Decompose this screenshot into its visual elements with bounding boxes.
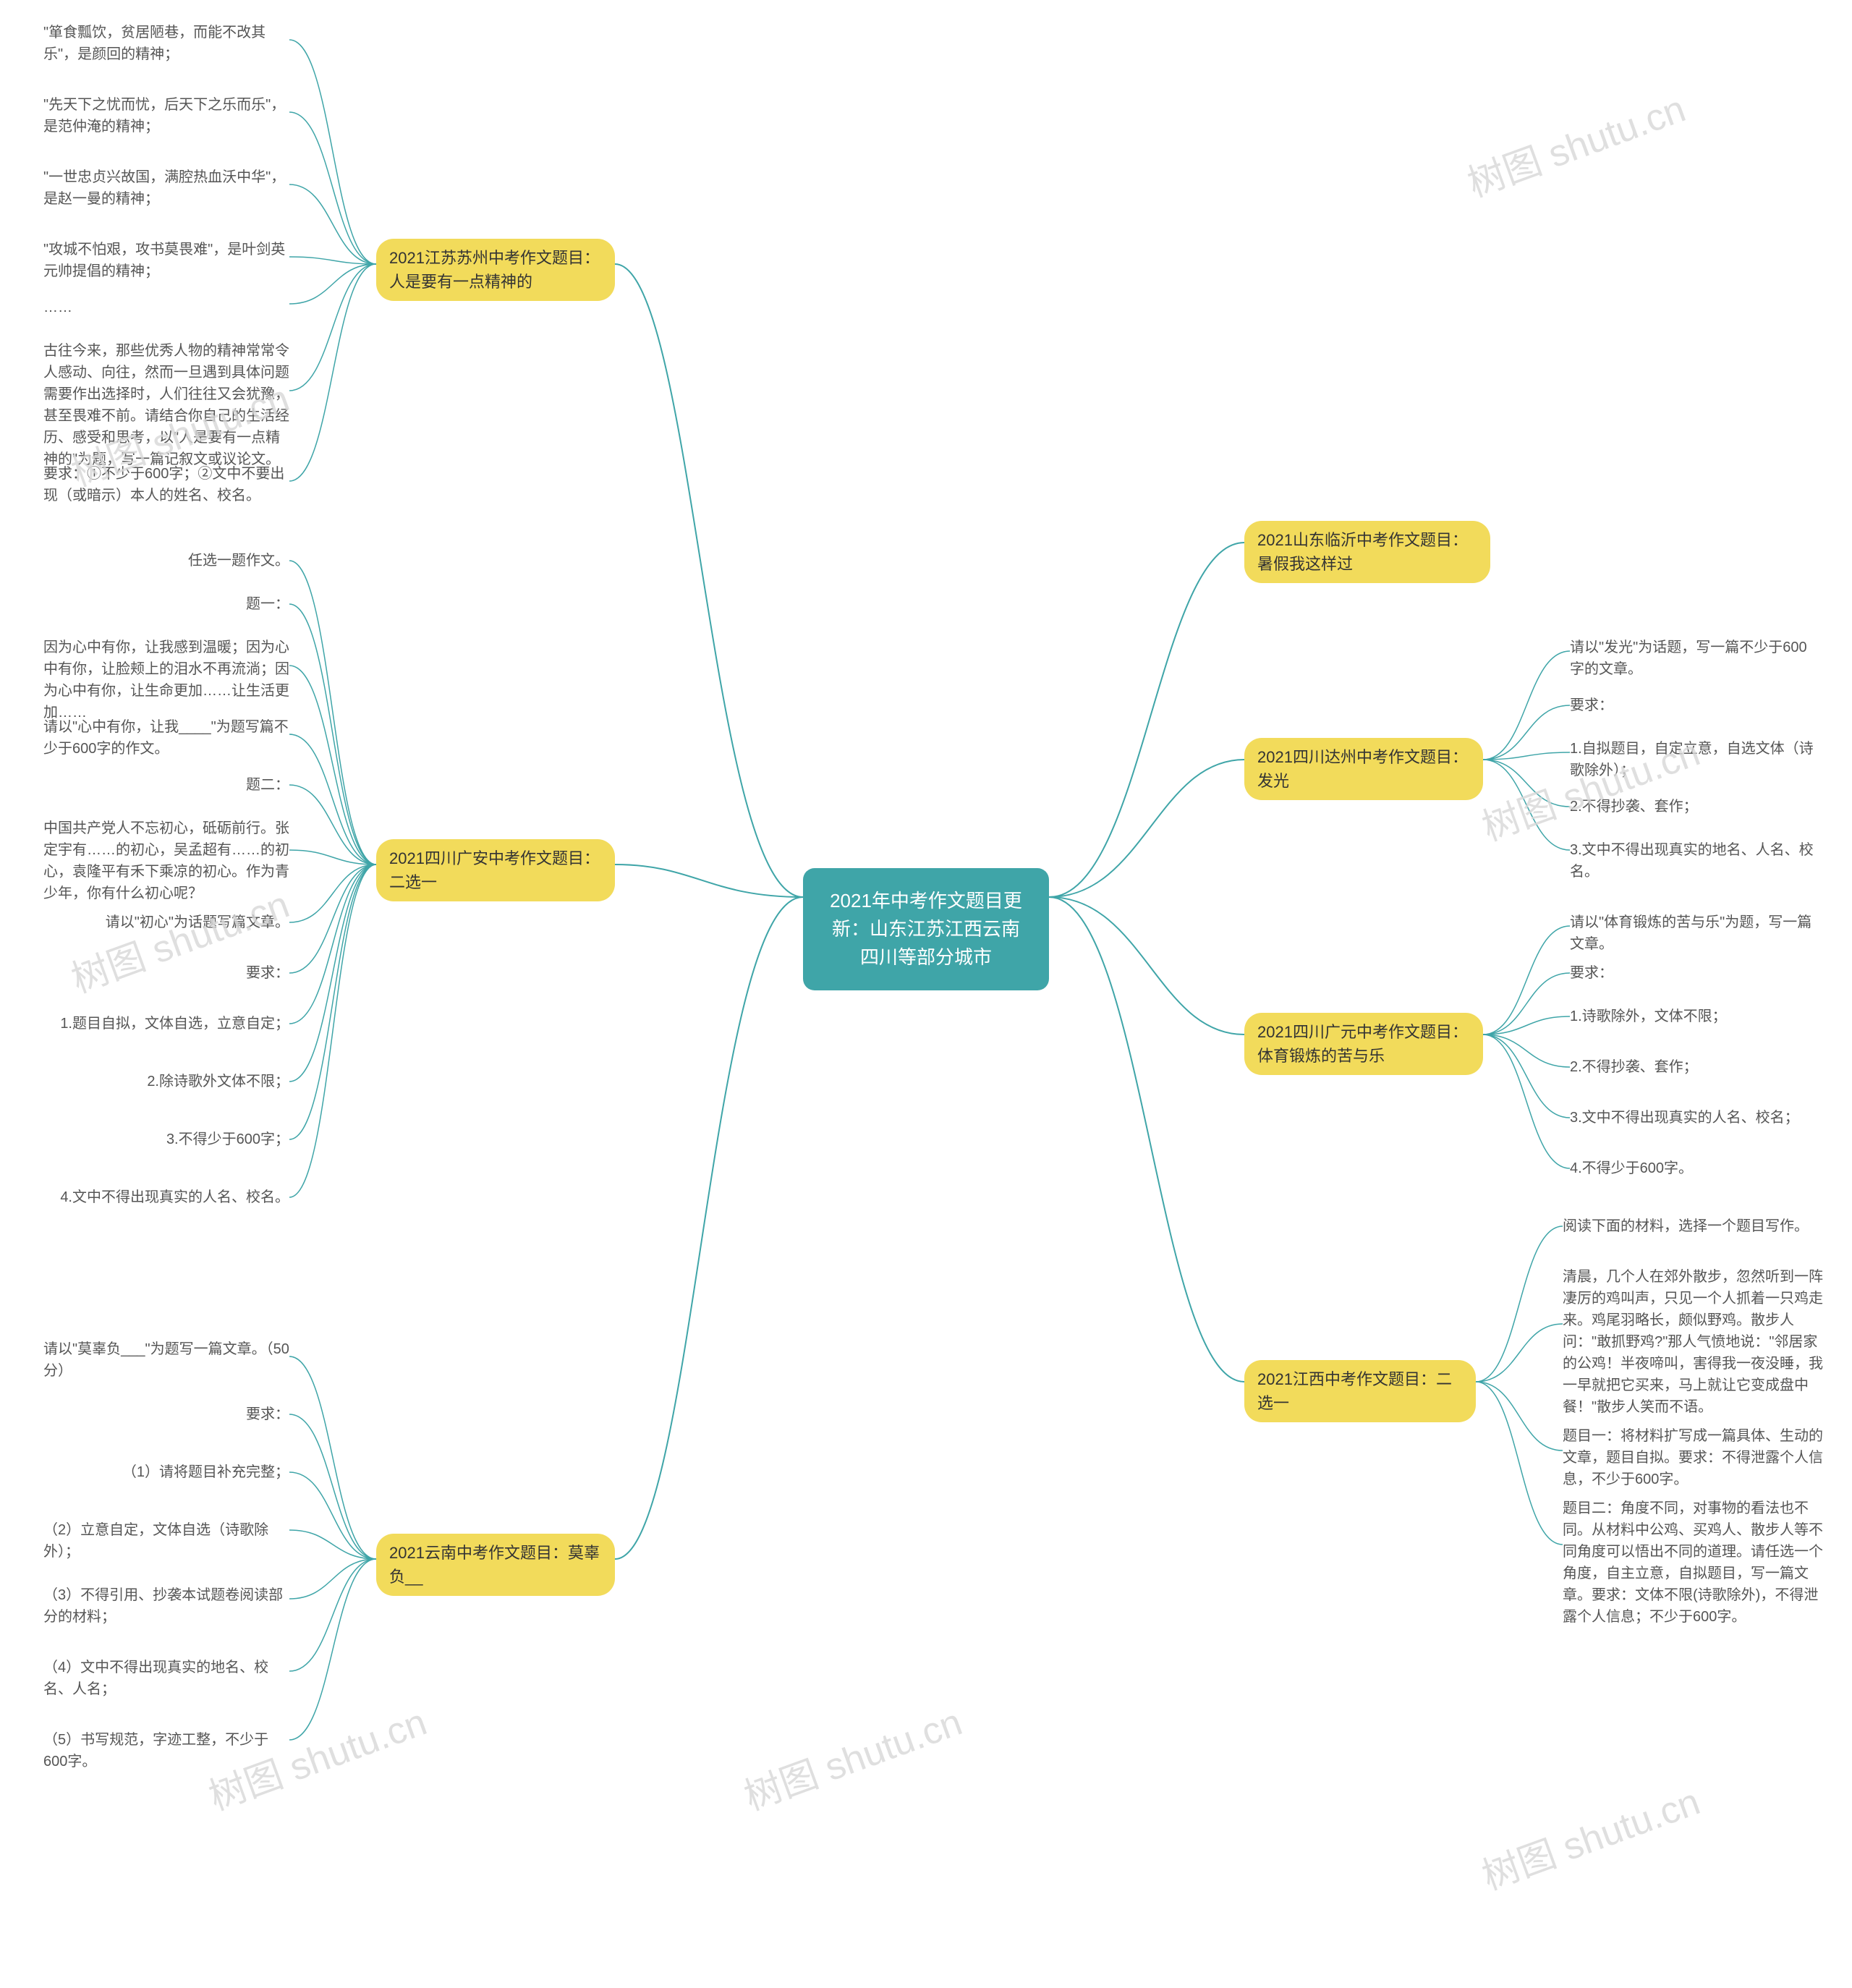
leaf: （5）书写规范，字迹工整，不少于600字。 bbox=[43, 1729, 289, 1772]
leaf: 要求： bbox=[43, 962, 289, 984]
leaf: 3.文中不得出现真实的人名、校名； bbox=[1570, 1107, 1799, 1129]
leaf: （1）请将题目补充完整； bbox=[43, 1461, 289, 1483]
leaf: 因为心中有你，让我感到温暖；因为心中有你，让脸颊上的泪水不再流淌；因为心中有你，… bbox=[43, 637, 289, 723]
sub-guangan[interactable]: 2021四川广安中考作文题目：二选一 bbox=[376, 839, 615, 901]
leaf: （4）文中不得出现真实的地名、校名、人名； bbox=[43, 1657, 289, 1700]
leaf: 1.诗歌除外，文体不限； bbox=[1570, 1006, 1727, 1027]
leaf: 请以"初心"为话题写篇文章。 bbox=[43, 912, 289, 933]
mindmap-center[interactable]: 2021年中考作文题目更新：山东江苏江西云南四川等部分城市 bbox=[803, 868, 1049, 990]
leaf: 3.文中不得出现真实的地名、人名、校名。 bbox=[1570, 839, 1816, 883]
leaf: 请以"莫辜负___"为题写一篇文章。（50分） bbox=[43, 1338, 289, 1382]
leaf: （2）立意自定，文体自选（诗歌除外）； bbox=[43, 1519, 289, 1563]
leaf: "攻城不怕艰，攻书莫畏难"，是叶剑英元帅提倡的精神； bbox=[43, 239, 289, 282]
watermark: 树图 shutu.cn bbox=[736, 1691, 969, 1820]
leaf: 1.自拟题目，自定立意，自选文体（诗歌除外）； bbox=[1570, 738, 1816, 781]
leaf: 要求： bbox=[1570, 962, 1613, 984]
sub-guangyuan[interactable]: 2021四川广元中考作文题目：体育锻炼的苦与乐 bbox=[1244, 1013, 1483, 1075]
leaf: 任选一题作文。 bbox=[43, 550, 289, 572]
leaf: 题目二：角度不同，对事物的看法也不同。从材料中公鸡、买鸡人、散步人等不同角度可以… bbox=[1563, 1498, 1823, 1628]
leaf: （3）不得引用、抄袭本试题卷阅读部分的材料； bbox=[43, 1584, 289, 1628]
leaf: 请以"发光"为话题，写一篇不少于600字的文章。 bbox=[1570, 637, 1816, 680]
leaf: 要求： bbox=[43, 1403, 289, 1425]
leaf: 2.不得抄袭、套作； bbox=[1570, 1056, 1698, 1078]
sub-suzhou[interactable]: 2021江苏苏州中考作文题目：人是要有一点精神的 bbox=[376, 239, 615, 301]
leaf: …… bbox=[43, 297, 72, 318]
leaf: 题一： bbox=[43, 593, 289, 615]
leaf: 2.不得抄袭、套作； bbox=[1570, 796, 1698, 817]
leaf: "先天下之忧而忧，后天下之乐而乐"，是范仲淹的精神； bbox=[43, 94, 289, 137]
leaf: 题二： bbox=[43, 774, 289, 796]
sub-linyi[interactable]: 2021山东临沂中考作文题目：暑假我这样过 bbox=[1244, 521, 1490, 583]
leaf: 中国共产党人不忘初心，砥砺前行。张定宇有……的初心，吴孟超有……的初心，袁隆平有… bbox=[43, 817, 289, 904]
sub-yunnan[interactable]: 2021云南中考作文题目：莫辜负__ bbox=[376, 1534, 615, 1596]
sub-jiangxi[interactable]: 2021江西中考作文题目：二选一 bbox=[1244, 1360, 1476, 1422]
sub-dazhou[interactable]: 2021四川达州中考作文题目：发光 bbox=[1244, 738, 1483, 800]
leaf: 要求： bbox=[1570, 694, 1613, 716]
leaf: 1.题目自拟，文体自选，立意自定； bbox=[43, 1013, 289, 1035]
watermark: 树图 shutu.cn bbox=[1474, 1771, 1707, 1900]
leaf: 3.不得少于600字； bbox=[43, 1129, 289, 1150]
leaf: 清晨，几个人在郊外散步，忽然听到一阵凄厉的鸡叫声，只见一个人抓着一只鸡走来。鸡尾… bbox=[1563, 1266, 1823, 1418]
leaf: 题目一：将材料扩写成一篇具体、生动的文章，题目自拟。要求：不得泄露个人信息，不少… bbox=[1563, 1425, 1823, 1490]
leaf: 古往今来，那些优秀人物的精神常常令人感动、向往，然而一旦遇到具体问题需要作出选择… bbox=[43, 340, 289, 470]
leaf: 阅读下面的材料，选择一个题目写作。 bbox=[1563, 1215, 1809, 1237]
leaf: 4.不得少于600字。 bbox=[1570, 1157, 1693, 1179]
leaf: 2.除诗歌外文体不限； bbox=[43, 1071, 289, 1092]
leaf: "箪食瓢饮，贫居陋巷，而能不改其乐"，是颜回的精神； bbox=[43, 22, 289, 65]
leaf: 请以"心中有你，让我____"为题写篇不少于600字的作文。 bbox=[43, 716, 289, 760]
leaf: 4.文中不得出现真实的人名、校名。 bbox=[43, 1186, 289, 1208]
leaf: 请以"体育锻炼的苦与乐"为题，写一篇文章。 bbox=[1570, 912, 1816, 955]
watermark: 树图 shutu.cn bbox=[1459, 78, 1692, 207]
leaf: "一世忠贞兴故国，满腔热血沃中华"，是赵一曼的精神； bbox=[43, 166, 289, 210]
leaf: 要求：①不少于600字；②文中不要出现（或暗示）本人的姓名、校名。 bbox=[43, 463, 289, 506]
